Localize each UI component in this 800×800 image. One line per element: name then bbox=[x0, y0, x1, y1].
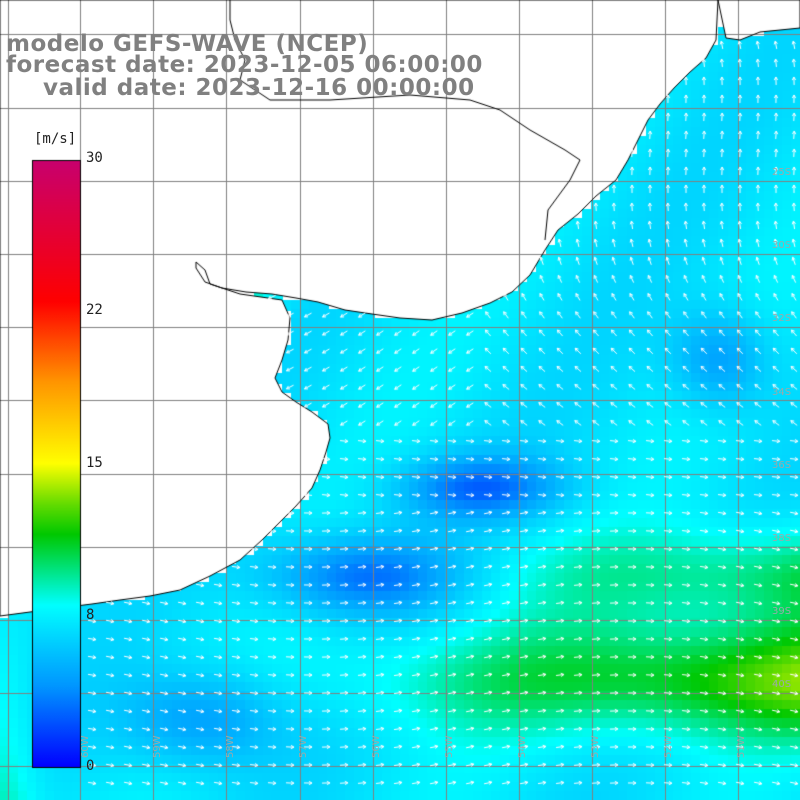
latitude-tick-label: 40S bbox=[772, 679, 791, 690]
valid-date: valid date: 2023-12-16 00:00:00 bbox=[43, 75, 475, 101]
latitude-tick-label: 25S bbox=[772, 167, 791, 178]
colorbar-unit: [m/s] bbox=[34, 131, 77, 147]
colorbar-tick-label: 15 bbox=[86, 455, 103, 471]
model-title: modelo GEFS-WAVE (NCEP) bbox=[6, 31, 369, 57]
latitude-tick-label: 39S bbox=[772, 606, 791, 617]
latitude-tick-label: 32S bbox=[772, 313, 791, 324]
longitude-tick-label: 59W bbox=[152, 735, 163, 758]
latitude-tick-label: 36S bbox=[772, 460, 791, 471]
colorbar-tick-label: 22 bbox=[86, 302, 103, 318]
longitude-tick-label: 57W bbox=[298, 735, 309, 758]
longitude-tick-label: 55W bbox=[444, 735, 455, 758]
longitude-tick-label: 51W bbox=[736, 735, 747, 758]
longitude-tick-label: 54W bbox=[517, 735, 528, 758]
longitude-tick-label: 53W bbox=[590, 735, 601, 758]
latitude-tick-label: 34S bbox=[772, 387, 791, 398]
forecast-date: forecast date: 2023-12-05 06:00:00 bbox=[6, 52, 483, 78]
colorbar-tick-label: 30 bbox=[86, 150, 103, 166]
longitude-tick-label: 60W bbox=[80, 735, 91, 758]
latitude-tick-label: 30S bbox=[772, 240, 791, 251]
colorbar-tick-label: 8 bbox=[86, 607, 95, 623]
longitude-tick-label: 52W bbox=[663, 735, 674, 758]
longitude-tick-label: 58W bbox=[225, 735, 236, 758]
longitude-tick-label: 56W bbox=[371, 735, 382, 758]
colorbar-tick-label: 0 bbox=[86, 758, 95, 774]
latitude-tick-label: 38S bbox=[772, 533, 791, 544]
